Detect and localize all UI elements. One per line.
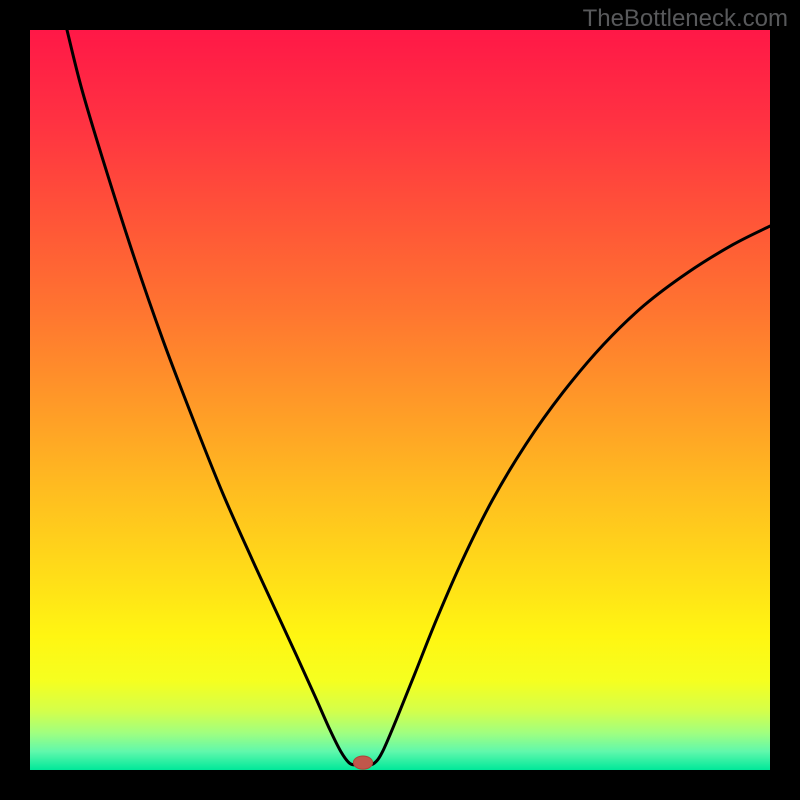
minimum-marker xyxy=(353,756,372,769)
gradient-background xyxy=(30,30,770,770)
chart-frame: TheBottleneck.com xyxy=(0,0,800,800)
plot-area xyxy=(30,30,770,770)
watermark-text: TheBottleneck.com xyxy=(583,5,788,33)
plot-svg xyxy=(30,30,770,770)
